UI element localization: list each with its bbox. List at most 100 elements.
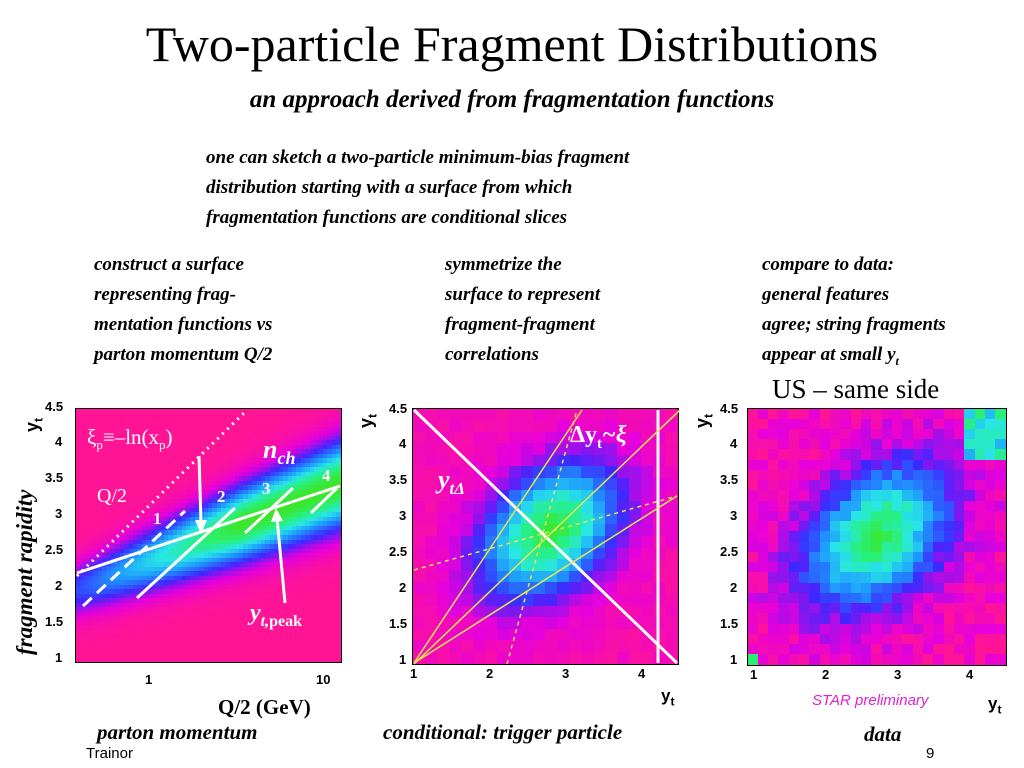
surface-cell (106, 612, 111, 616)
surface-cell (155, 440, 159, 445)
surface-cell (89, 580, 93, 585)
surface-cell (84, 562, 89, 567)
surface-cell (115, 594, 120, 598)
surface-cell (84, 589, 89, 594)
surface-cell (173, 413, 177, 418)
surface-cell (98, 485, 102, 490)
data-cell (851, 439, 861, 449)
surface-cell (89, 603, 93, 607)
surface-cell (151, 494, 155, 499)
surface-cell (151, 449, 155, 454)
surface-cell (120, 436, 124, 440)
surface-cell (155, 409, 159, 413)
data-cell (789, 552, 799, 562)
surface-cell (168, 544, 173, 549)
data-cell (995, 449, 1006, 460)
data-cell (913, 429, 923, 439)
surface-cell (120, 449, 124, 454)
surface-cell (168, 467, 173, 472)
surface-cell (89, 418, 93, 422)
data-cell (861, 480, 871, 490)
data-cell (799, 654, 809, 665)
surface-cell (111, 431, 115, 436)
data-cell (975, 429, 985, 439)
data-cell (964, 634, 975, 644)
surface-cell (111, 530, 115, 535)
surface-cell (159, 630, 164, 634)
surface-cell (124, 521, 129, 526)
surface-cell (124, 413, 129, 418)
surface-cell (133, 558, 137, 562)
y-tick: 2.5 (720, 544, 739, 559)
data-cell (902, 634, 913, 644)
surface-cell (98, 409, 102, 413)
surface-cell (168, 607, 173, 612)
data-cell (892, 603, 902, 613)
surface-cell (129, 585, 133, 589)
x-tick: 4 (638, 666, 646, 681)
data-cell (954, 439, 964, 449)
surface-cell (120, 458, 124, 463)
data-cell (851, 531, 861, 542)
data-cell (778, 654, 789, 665)
surface-cell (120, 571, 124, 576)
surface-cell (84, 508, 89, 512)
surface-cell (76, 463, 80, 467)
surface-cell (146, 431, 151, 436)
intro-line: distribution starting with a surface fro… (206, 177, 573, 198)
column-line: compare to data: (762, 254, 894, 275)
surface-cell (137, 571, 142, 576)
data-cell (768, 552, 778, 562)
surface-cell (115, 607, 120, 612)
data-cell (768, 429, 778, 439)
data-cell (933, 470, 944, 480)
data-cell (830, 654, 840, 665)
surface-cell (93, 553, 98, 558)
surface-cell (89, 630, 93, 634)
surface-cell (76, 607, 80, 612)
surface-cell (142, 526, 146, 530)
surface-cell (173, 409, 177, 413)
surface-cell (102, 598, 106, 603)
surface-cell (80, 535, 84, 540)
surface-cell (120, 418, 124, 422)
surface-cell (89, 427, 93, 431)
data-cell (944, 542, 954, 552)
surface-cell (124, 589, 129, 594)
surface-cell (164, 598, 168, 603)
surface-cell (124, 454, 129, 458)
surface-cell (93, 535, 98, 540)
surface-cell (155, 585, 159, 589)
surface-cell (106, 657, 111, 662)
data-cell (985, 449, 995, 460)
surface-cell (129, 625, 133, 630)
surface-cell (137, 512, 142, 517)
surface-cell (80, 413, 84, 418)
surface-cell (98, 639, 102, 643)
data-cell (758, 603, 768, 613)
surface-cell (76, 436, 80, 440)
data-cell (902, 603, 913, 613)
surface-cell (124, 585, 129, 589)
data-cell (809, 439, 820, 449)
data-cell (809, 531, 820, 542)
surface-cell (111, 467, 115, 472)
data-cell (820, 460, 830, 470)
surface-cell (98, 652, 102, 657)
surface-cell (133, 458, 137, 463)
surface-cell (120, 553, 124, 558)
surface-cell (164, 603, 168, 607)
surface-cell (124, 418, 129, 422)
surface-cell (173, 625, 177, 630)
data-cell (871, 613, 882, 624)
data-cell (913, 521, 923, 531)
surface-cell (84, 499, 89, 503)
surface-cell (115, 634, 120, 639)
surface-cell (168, 431, 173, 436)
surface-cell (173, 490, 177, 494)
surface-cell (115, 413, 120, 418)
surface-cell (102, 576, 106, 580)
surface-cell (120, 562, 124, 567)
data-cell (892, 572, 902, 583)
data-cell (851, 644, 861, 654)
